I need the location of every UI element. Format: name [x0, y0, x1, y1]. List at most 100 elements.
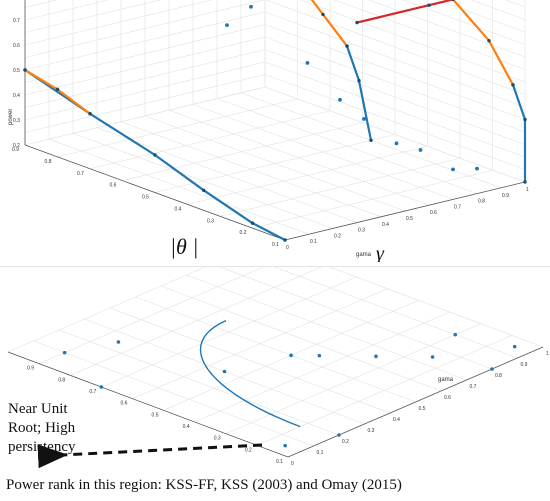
- bottom-grid: [7, 267, 544, 458]
- side-wall-grid-line: [264, 61, 526, 158]
- scatter-point: [451, 167, 455, 172]
- theta-symbol: |θ |: [170, 234, 198, 259]
- back-wall-grid-line: [24, 11, 266, 71]
- series-vertex: [369, 138, 373, 142]
- x-tick-label: 1: [526, 187, 529, 193]
- back-wall-grid-line: [24, 61, 266, 121]
- bottom-y-tick-label: 0.3: [214, 436, 221, 442]
- back-wall-grid-line: [24, 36, 266, 96]
- bottom-grid-line: [160, 285, 442, 392]
- side-wall-grid-line: [402, 0, 526, 45]
- series-line: [310, 0, 349, 48]
- bottom-x-axis-line: [287, 346, 544, 458]
- bottom-y-tick-label: 0.9: [27, 366, 34, 372]
- floor-grid-line: [252, 169, 493, 229]
- side-wall-grid-line: [264, 24, 526, 120]
- bottom-scatter-point: [337, 433, 341, 437]
- bottom-x-tick-label: 0.8: [495, 373, 502, 379]
- back-wall-grid-line: [24, 74, 266, 133]
- y-axis-line: [24, 144, 286, 241]
- bottom-grid-line: [132, 288, 388, 399]
- floor-grid-line: [122, 122, 363, 181]
- back-wall-grid-line: [24, 0, 161, 33]
- side-wall-grid-line: [436, 0, 526, 33]
- series-vertex: [55, 87, 60, 92]
- bottom-grid-line: [7, 267, 206, 353]
- bottom-x-tick-label: 0.2: [342, 439, 349, 445]
- side-wall-grid-line: [264, 36, 526, 133]
- back-wall-grid-line: [24, 24, 266, 83]
- z-tick-label: 0.5: [13, 68, 20, 74]
- top-points: [225, 4, 479, 172]
- floor-grid-line: [219, 157, 461, 217]
- floor-grid-line: [154, 134, 396, 193]
- bottom-grid-line: [135, 296, 416, 403]
- side-wall-grid-line: [264, 74, 526, 170]
- series-vertex: [153, 153, 157, 157]
- bottom-scatter-point: [116, 340, 121, 344]
- bottom-grid-line: [273, 267, 518, 359]
- bottom-x-tick-label: 0.9: [521, 362, 528, 368]
- bottom-curve-line: [199, 320, 301, 428]
- bottom-y-tick-label: 0.6: [120, 401, 127, 407]
- scatter-point: [362, 117, 366, 121]
- scatter-point: [418, 148, 423, 152]
- bottom-3d-chart-svg: 0 0.1 0.2 0.3 0.4 0.5 0.6 0.7 0.8 0.9 1 0.1 0.2 0.3 0.…: [6, 267, 549, 493]
- series-vertex: [451, 0, 455, 2]
- bottom-y-tick-label: 0.8: [58, 377, 65, 383]
- x-tick-label: 0.1: [310, 239, 317, 245]
- x-tick-label: 0.8: [478, 199, 485, 205]
- series-vertex: [523, 180, 527, 184]
- x-tick-label: 0.6: [430, 210, 437, 216]
- z-axis-label: power: [8, 109, 14, 125]
- bottom-3d-chart: 0 0.1 0.2 0.3 0.4 0.5 0.6 0.7 0.8 0.9 1 0.1 0.2 0.3 0.…: [0, 266, 550, 501]
- annotation-line-1: Near Unit: [8, 401, 68, 417]
- bottom-curve: [199, 320, 301, 428]
- series-line: [452, 0, 515, 87]
- bottom-grid-line: [33, 340, 314, 447]
- back-wall-grid-line: [24, 0, 265, 58]
- y-tick-label: 0.8: [45, 159, 52, 165]
- top-series: [23, 0, 527, 242]
- bottom-x-tick-label: 0.3: [368, 428, 375, 434]
- y-tick-label: 0.7: [77, 171, 84, 177]
- bottom-y-axis-line: [7, 351, 289, 458]
- bottom-grid-line: [328, 267, 544, 348]
- top-grid: [24, 0, 526, 241]
- scatter-point: [225, 23, 229, 27]
- series-vertex: [511, 83, 515, 87]
- floor-grid-line: [57, 98, 298, 158]
- bottom-scatter-point: [283, 443, 287, 448]
- bottom-scatter-point: [222, 369, 227, 374]
- bottom-scatter-point: [430, 355, 435, 359]
- bottom-x-tick-label: 0.6: [444, 395, 451, 401]
- bottom-grid-line: [186, 274, 467, 381]
- bottom-scatter-point: [289, 353, 293, 358]
- bottom-x-tick-label: 0.4: [393, 417, 400, 423]
- side-wall-grid-line: [264, 11, 526, 108]
- series-vertex: [355, 20, 359, 25]
- bottom-y-tick-label: 0.7: [89, 389, 96, 395]
- bottom-scatter-point: [317, 353, 322, 358]
- y-tick-label: 0.9: [12, 147, 19, 153]
- series-vertex: [523, 117, 527, 122]
- series-vertex: [357, 79, 361, 83]
- bottom-scatter-point: [490, 367, 494, 371]
- y-tick-label: 0.3: [207, 218, 214, 224]
- x-tick-label: 0.3: [358, 228, 365, 234]
- side-wall-grid-line: [333, 0, 526, 70]
- bottom-scatter-point: [453, 332, 458, 337]
- series-vertex: [283, 238, 287, 242]
- bottom-x-axis-label: gama: [438, 377, 454, 383]
- y-tick-label: 0.5: [142, 195, 149, 201]
- side-wall-grid-line: [264, 86, 526, 183]
- series-vertex: [23, 68, 27, 72]
- bottom-x-tick-label: 0.1: [317, 450, 324, 456]
- series-vertex: [345, 44, 349, 48]
- z-tick-label: 0.3: [13, 118, 20, 124]
- x-tick-label: 0.2: [334, 233, 341, 239]
- x-tick-label: 0.9: [502, 193, 509, 199]
- bottom-points: [62, 332, 517, 448]
- series-vertex: [427, 3, 431, 7]
- y-tick-label: 0.1: [272, 242, 279, 248]
